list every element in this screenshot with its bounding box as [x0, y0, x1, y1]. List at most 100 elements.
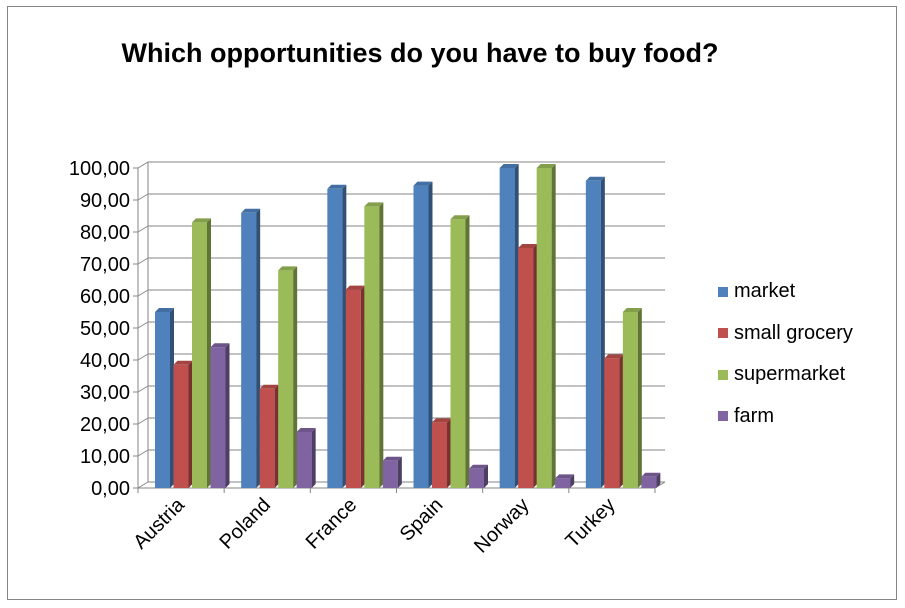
bar-front: [364, 206, 380, 488]
x-tick-label: Turkey: [562, 494, 620, 552]
wall-gridline: [137, 321, 149, 329]
bar-side: [551, 164, 556, 488]
y-tick-label: 100,00: [69, 158, 130, 180]
bar-front: [259, 388, 275, 488]
legend-swatch: [718, 286, 728, 297]
bar-top: [432, 418, 451, 423]
x-tick-label: France: [302, 494, 362, 554]
x-tick-label: Spain: [396, 494, 448, 546]
bar-top: [641, 472, 661, 477]
bar-side: [514, 164, 519, 488]
y-tick-label: 90,00: [80, 190, 130, 212]
bar-front: [518, 248, 534, 488]
legend-label: small grocery: [734, 321, 853, 344]
bar-top: [413, 181, 433, 186]
bar-top: [622, 308, 642, 312]
x-tick-label: Austria: [129, 493, 189, 553]
bar-top: [364, 202, 384, 207]
wall-gridline: [137, 417, 149, 425]
bar-top: [450, 215, 470, 220]
bar-top: [173, 360, 193, 365]
bar-front: [585, 180, 601, 489]
bar-side: [484, 464, 488, 488]
wall-gridline: [137, 481, 149, 489]
bar-side: [428, 181, 433, 488]
y-tick-label: 50,00: [80, 318, 130, 340]
wall-gridline: [137, 193, 149, 201]
bar-top: [382, 456, 402, 461]
bar-top: [585, 176, 605, 181]
bar-top: [536, 164, 556, 168]
y-tick-label: 10,00: [80, 446, 130, 468]
y-tick-label: 30,00: [80, 382, 130, 404]
bar-top: [296, 428, 316, 432]
bar-top: [469, 464, 488, 469]
legend-swatch: [718, 411, 728, 421]
bar-top: [241, 208, 261, 213]
bar-top: [155, 308, 174, 312]
bar-front: [192, 222, 207, 488]
y-tick-label: 70,00: [80, 254, 130, 276]
bar-front: [622, 312, 638, 488]
bar-top: [345, 285, 365, 290]
bar-top: [259, 384, 279, 389]
y-tick-label: 20,00: [80, 414, 130, 436]
bar-top: [278, 266, 298, 271]
legend-swatch: [718, 328, 728, 338]
bar-side: [619, 354, 624, 488]
bar-side: [225, 343, 230, 488]
bar-front: [469, 468, 484, 488]
bar-side: [311, 428, 316, 488]
bar-front: [604, 358, 620, 488]
bar-side: [533, 244, 538, 488]
bar-side: [465, 215, 470, 488]
bar-side: [256, 208, 261, 489]
legend-swatch: [718, 369, 728, 380]
wall-gridline: [137, 353, 149, 361]
bar-front: [296, 432, 312, 488]
bar-side: [274, 384, 279, 488]
bar-front: [173, 364, 189, 488]
bar-side: [379, 202, 384, 488]
bar-top: [327, 184, 347, 189]
legend-label: market: [734, 280, 796, 302]
bar-side: [293, 266, 298, 488]
legend-label: supermarket: [734, 363, 846, 385]
bar-top: [499, 164, 519, 168]
bar-top: [555, 474, 575, 479]
y-tick-label: 40,00: [80, 350, 130, 372]
bar-side: [170, 308, 174, 488]
bar-front: [536, 168, 552, 488]
bar-front: [432, 422, 447, 488]
y-tick-label: 0,00: [91, 478, 130, 500]
bar-side: [637, 308, 642, 488]
bar-front: [555, 478, 571, 488]
wall-gridline: [137, 257, 149, 265]
bar-front: [382, 460, 398, 488]
bar-top: [210, 343, 230, 348]
bar-front: [241, 212, 257, 489]
legend-label: farm: [734, 404, 774, 427]
bar-front: [450, 219, 466, 488]
bar-side: [342, 184, 347, 489]
bar-front: [210, 347, 226, 488]
y-tick-label: 80,00: [80, 222, 130, 244]
wall-gridline: [137, 225, 149, 233]
bar-side: [656, 472, 661, 488]
x-tick-label: Norway: [470, 494, 533, 557]
bar-front: [155, 312, 170, 488]
bar-top: [192, 218, 211, 223]
bar-front: [327, 188, 343, 489]
bar-side: [188, 360, 193, 488]
legend-item-market: market: [718, 280, 853, 303]
legend-item-supermarket: supermarket: [718, 363, 853, 386]
legend-item-small-grocery: small grocery: [718, 322, 853, 345]
y-tick-label: 60,00: [80, 286, 130, 308]
chart-legend: market small grocery supermarket farm: [718, 280, 853, 446]
wall-gridline: [137, 385, 149, 393]
x-tick-label: Poland: [215, 494, 275, 554]
bar-side: [447, 418, 451, 488]
bar-front: [278, 270, 294, 488]
bar-side: [600, 176, 605, 489]
legend-item-farm: farm: [718, 405, 853, 428]
